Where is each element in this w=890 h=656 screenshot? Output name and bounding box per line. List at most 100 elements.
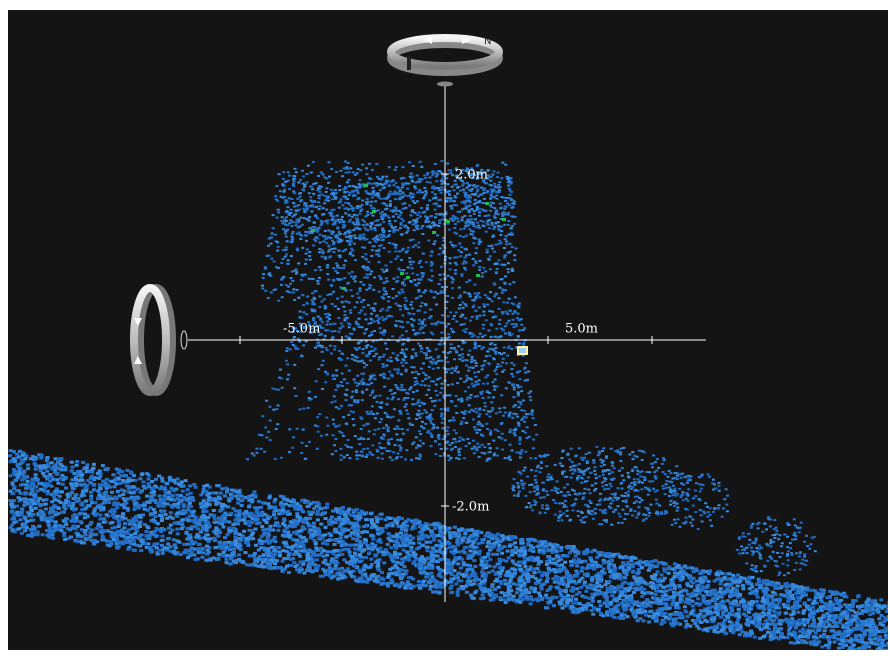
point [399,532,403,535]
point [207,551,211,554]
point [844,595,848,598]
point [601,614,605,617]
point [737,608,741,611]
point [420,529,424,532]
point [626,595,630,598]
point [60,511,64,514]
point [400,581,404,584]
point [339,537,343,540]
point [736,596,740,599]
point [270,546,274,549]
point [785,589,789,592]
point [221,507,225,510]
point [214,529,218,532]
point [323,539,327,542]
point [420,532,424,535]
point [232,560,236,563]
point [500,591,504,594]
point [371,538,375,541]
point [92,488,96,491]
point [620,591,624,594]
point [569,589,573,592]
point [791,606,795,609]
point [149,551,153,554]
point [568,551,572,554]
point [684,620,688,623]
point [291,557,295,560]
point [10,511,14,514]
point [228,526,232,529]
point [549,585,553,588]
point [205,528,209,531]
point [606,603,610,606]
point [257,549,261,552]
point [30,482,34,485]
point [285,565,289,568]
point [142,481,146,484]
point [34,507,38,510]
point [826,635,830,638]
point [172,551,176,554]
point [15,453,19,456]
point [197,551,201,554]
point [666,567,670,570]
point [638,588,642,591]
point [832,618,836,621]
point [495,541,499,544]
point [547,555,551,558]
point [82,541,86,544]
point [499,572,503,575]
point [287,571,291,574]
point [393,584,397,587]
point [13,486,17,489]
point [83,513,87,516]
point [240,504,244,507]
point [735,625,739,628]
point [851,618,855,621]
point [24,491,28,494]
point [237,516,241,519]
point [98,530,102,533]
point [23,529,27,532]
point [802,618,806,621]
point [95,527,99,530]
point [206,533,210,536]
point [505,571,509,574]
point [429,585,433,588]
point [718,590,722,593]
point [827,606,831,609]
point [585,604,589,607]
point [456,562,460,565]
point [201,547,205,550]
point [451,561,455,564]
point [480,560,484,563]
point [287,535,291,538]
page: {"axes": {"y_top": "2.0m", "x_left": "-5… [0,0,890,656]
point [479,563,483,566]
point [486,588,490,591]
point [314,554,318,557]
point [837,647,841,650]
point [237,537,241,540]
point [607,589,611,592]
point [430,529,434,532]
point [332,561,336,564]
point [814,636,818,639]
point [687,577,691,580]
point [146,537,150,540]
point [69,482,73,485]
point [199,493,203,496]
point [113,496,117,499]
point [194,516,198,519]
point [869,621,873,624]
point [671,624,675,627]
point [655,619,659,622]
point [23,475,27,478]
point [459,567,463,570]
point [698,577,702,580]
point [828,641,832,644]
point [772,610,776,613]
point [514,551,518,554]
point [96,472,100,475]
point [840,616,844,619]
